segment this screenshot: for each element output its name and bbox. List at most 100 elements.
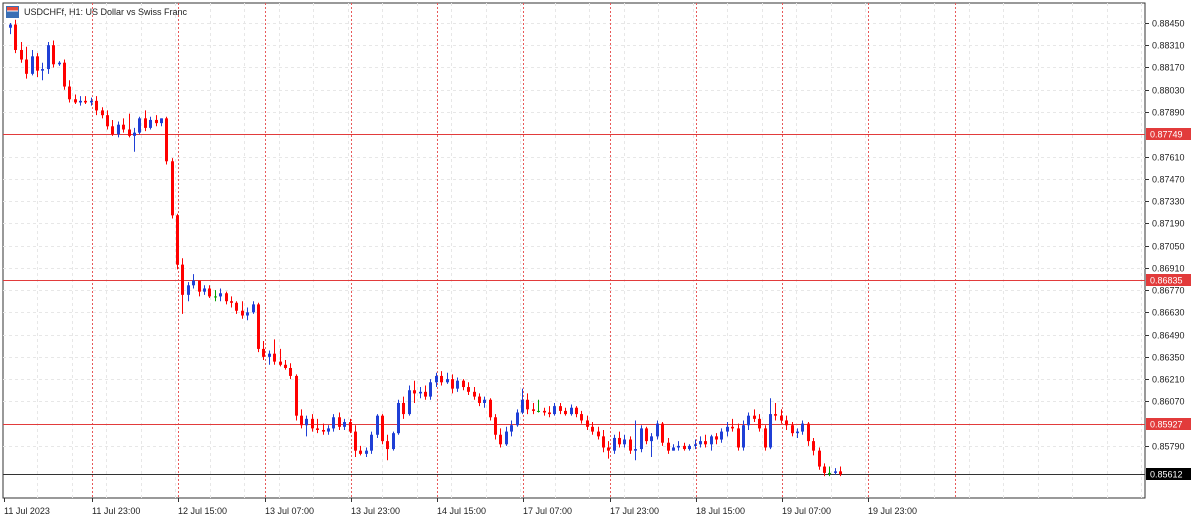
candle-body xyxy=(90,100,93,103)
price-tick-label: 0.88030 xyxy=(1152,86,1185,96)
candle-body xyxy=(14,24,17,50)
candle-body xyxy=(532,409,535,411)
candle-body xyxy=(176,215,179,265)
candle-body xyxy=(149,119,152,128)
price-tick-label: 0.87190 xyxy=(1152,219,1185,229)
candle-body xyxy=(613,437,616,451)
candle-body xyxy=(322,429,325,432)
candle-body xyxy=(494,417,497,435)
price-tick-label: 0.86630 xyxy=(1152,308,1185,318)
current-price-label: 0.85612 xyxy=(1150,470,1183,480)
plot-frame xyxy=(2,2,1146,499)
candle-body xyxy=(41,69,44,71)
candle-body xyxy=(737,428,740,448)
candle-body xyxy=(101,110,104,116)
level-price-box xyxy=(1146,418,1191,430)
candle-body xyxy=(155,119,158,124)
candle-body xyxy=(47,45,50,70)
level-price-label: 0.85927 xyxy=(1150,420,1183,430)
candle-body xyxy=(796,431,799,434)
candle-body xyxy=(79,100,82,103)
candle-body xyxy=(424,391,427,397)
candle-body xyxy=(742,425,745,448)
candle-body xyxy=(720,431,723,440)
candle-body xyxy=(483,399,486,403)
candle-body xyxy=(332,417,335,429)
candle-body xyxy=(279,361,282,365)
candle-body xyxy=(780,415,783,421)
candle-body xyxy=(602,436,605,448)
candle-body xyxy=(467,387,470,392)
candle-body xyxy=(402,402,405,415)
candle-body xyxy=(117,124,120,135)
time-tick-label: 17 Jul 07:00 xyxy=(523,506,572,516)
candle-body xyxy=(597,431,600,437)
candle-body xyxy=(84,100,87,103)
horizontal-levels[interactable] xyxy=(3,134,1145,475)
candle-body xyxy=(672,447,675,451)
candle-body xyxy=(440,375,443,383)
candle-body xyxy=(731,426,734,429)
candle-body xyxy=(677,445,680,448)
price-tick-label: 0.88310 xyxy=(1152,41,1185,51)
level-price-label: 0.87749 xyxy=(1150,130,1183,140)
price-tick-label: 0.85790 xyxy=(1152,442,1185,452)
price-tick-label: 0.87330 xyxy=(1152,197,1185,207)
candle-body xyxy=(106,115,109,127)
candle-body xyxy=(688,445,691,450)
candle-body xyxy=(311,418,314,429)
candle-body xyxy=(257,304,260,349)
candle-body xyxy=(753,415,756,419)
candle-body xyxy=(634,449,637,451)
candle-body xyxy=(623,439,626,445)
candle-body xyxy=(305,418,308,426)
price-tick-label: 0.86350 xyxy=(1152,353,1185,363)
candle-body xyxy=(446,379,449,383)
price-tick-label: 0.87470 xyxy=(1152,175,1185,185)
candle-body xyxy=(327,428,330,432)
candle-body xyxy=(128,129,131,136)
candle-body xyxy=(316,428,319,430)
candle-body xyxy=(537,410,540,412)
time-axis[interactable]: 11 Jul 2023 11 Jul 23:00 12 Jul 15:00 13 Ju… xyxy=(4,498,917,516)
time-tick-label: 12 Jul 15:00 xyxy=(178,506,227,516)
candle-body xyxy=(359,450,362,454)
candle-body xyxy=(650,436,653,442)
candle-body xyxy=(704,441,707,445)
candle-body xyxy=(192,280,195,286)
candle-body xyxy=(203,288,206,292)
candle-body xyxy=(133,132,136,136)
candle-body xyxy=(564,410,567,415)
candle-body xyxy=(553,406,556,415)
price-tick-label: 0.86210 xyxy=(1152,375,1185,385)
candle-body xyxy=(807,423,810,442)
chart-window-icon[interactable] xyxy=(6,6,19,18)
level-price-label: 0.86835 xyxy=(1150,276,1183,286)
candle-body xyxy=(36,56,39,71)
candle-body xyxy=(122,124,125,130)
level-price-box xyxy=(1146,128,1191,140)
candle-body xyxy=(575,407,578,415)
candle-body xyxy=(834,471,837,473)
candle-body xyxy=(710,436,713,445)
candle-body xyxy=(20,49,23,60)
candle-body xyxy=(68,86,71,100)
candle-body xyxy=(591,426,594,432)
candle-body xyxy=(58,62,61,65)
candle-body xyxy=(489,399,492,418)
candle-body xyxy=(246,312,249,316)
candle-body xyxy=(392,433,395,450)
time-tick-label: 14 Jul 15:00 xyxy=(437,506,486,516)
price-tick-label: 0.87890 xyxy=(1152,108,1185,118)
candle-body xyxy=(111,126,114,135)
candle-body xyxy=(268,353,271,357)
price-tick-label: 0.86490 xyxy=(1152,331,1185,341)
candle-body xyxy=(52,45,55,65)
price-axis[interactable]: 0.88450 0.88310 0.88170 0.88030 0.87890 0.876… xyxy=(1145,19,1191,481)
candle-body xyxy=(144,118,147,128)
candle-body xyxy=(187,285,190,295)
candle-body xyxy=(812,441,815,451)
candle-body xyxy=(219,293,222,297)
